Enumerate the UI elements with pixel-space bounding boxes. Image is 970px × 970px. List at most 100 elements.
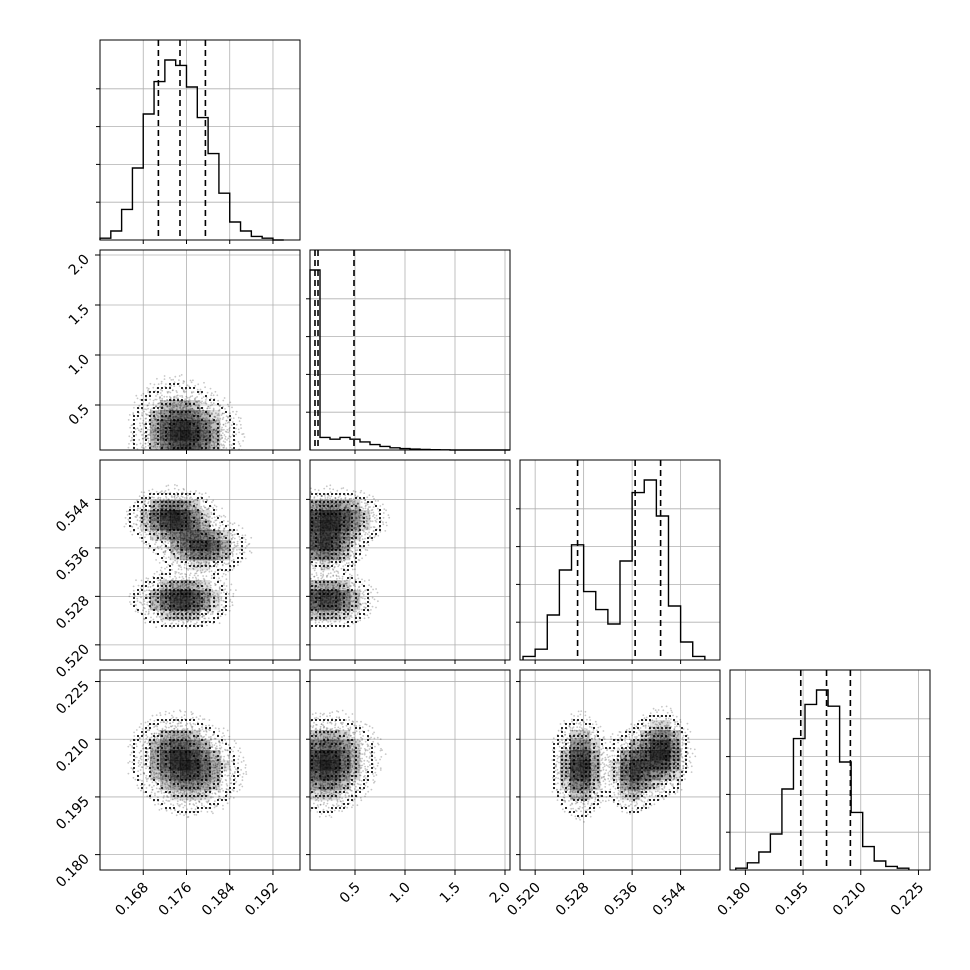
sample-point — [221, 412, 224, 415]
sample-point — [135, 433, 138, 436]
sample-point — [204, 386, 207, 389]
sample-point — [238, 535, 241, 538]
sample-point — [150, 418, 153, 420]
contour-segment — [193, 505, 195, 507]
sample-point — [178, 506, 181, 509]
contour-segment — [221, 521, 223, 523]
sample-point — [171, 542, 174, 544]
sample-point — [206, 407, 208, 410]
contour-segment — [221, 589, 223, 591]
contour-segment — [201, 407, 203, 409]
sample-point — [216, 556, 219, 559]
contour-segment — [157, 443, 159, 445]
sample-point — [168, 407, 171, 410]
sample-point — [196, 503, 199, 506]
sample-point — [154, 427, 156, 429]
contour-segment — [201, 565, 203, 567]
sample-point — [202, 536, 205, 539]
contour-segment — [165, 533, 167, 535]
sample-point — [167, 488, 170, 491]
contour-segment — [149, 621, 151, 623]
sample-point — [164, 605, 167, 608]
sample-point — [159, 499, 162, 502]
density-cell — [180, 580, 191, 591]
contour-segment — [185, 589, 187, 591]
sample-point — [145, 543, 148, 546]
contour-segment — [181, 613, 183, 615]
sample-point — [171, 610, 174, 613]
sample-point — [203, 420, 205, 423]
sample-point — [171, 408, 174, 411]
contour-segment — [157, 553, 159, 555]
sample-point — [144, 437, 147, 439]
density-cell — [200, 440, 211, 450]
sample-point — [152, 584, 154, 587]
sample-point — [202, 517, 205, 520]
sample-point — [161, 600, 164, 603]
sample-point — [212, 436, 214, 439]
sample-point — [154, 398, 157, 401]
sample-point — [190, 520, 193, 523]
sample-point — [133, 401, 136, 404]
sample-point — [160, 618, 163, 621]
sample-point — [206, 535, 209, 538]
sample-point — [182, 618, 185, 621]
sample-point — [171, 389, 174, 392]
sample-point — [168, 408, 171, 411]
sample-point — [134, 501, 137, 504]
sample-point — [206, 413, 209, 416]
sample-point — [162, 583, 165, 586]
sample-point — [216, 414, 219, 417]
sample-point — [160, 411, 162, 413]
sample-point — [193, 560, 196, 563]
sample-point — [183, 389, 185, 392]
sample-point — [197, 582, 200, 584]
sample-point — [201, 591, 204, 594]
sample-point — [165, 443, 168, 445]
sample-point — [157, 428, 159, 431]
sample-point — [175, 577, 178, 579]
sample-point — [203, 607, 206, 609]
sample-point — [145, 511, 148, 514]
sample-point — [143, 617, 145, 620]
sample-point — [176, 405, 179, 408]
contour-segment — [213, 557, 215, 559]
contour-segment — [153, 533, 155, 535]
sample-point — [162, 537, 165, 539]
contour-segment — [149, 533, 151, 535]
sample-point — [198, 492, 201, 494]
sample-point — [243, 436, 246, 438]
contour-segment — [181, 529, 183, 531]
contour-segment — [165, 545, 167, 547]
sample-point — [166, 409, 168, 412]
sample-point — [141, 412, 144, 414]
contour-segment — [197, 609, 199, 611]
sample-point — [211, 430, 214, 433]
sample-point — [230, 559, 233, 562]
sample-point — [140, 434, 143, 436]
sample-point — [312, 612, 314, 614]
sample-point — [210, 534, 212, 537]
sample-point — [163, 441, 166, 444]
sample-point — [161, 614, 164, 617]
sample-point — [185, 573, 188, 576]
sample-point — [214, 582, 216, 585]
sample-point — [200, 561, 203, 564]
contour-segment — [209, 415, 211, 417]
sample-point — [219, 532, 221, 535]
density-cell — [180, 610, 191, 621]
sample-point — [145, 589, 148, 592]
sample-point — [173, 541, 175, 543]
sample-point — [164, 400, 166, 402]
sample-point — [142, 419, 145, 422]
contour-segment — [145, 597, 147, 599]
sample-point — [173, 611, 176, 613]
contour-segment — [161, 407, 163, 409]
sample-point — [186, 497, 188, 499]
sample-point — [170, 623, 172, 625]
sample-point — [230, 424, 233, 426]
sample-point — [165, 613, 168, 616]
sample-point — [146, 528, 149, 531]
sample-point — [223, 546, 226, 548]
sample-point — [212, 421, 215, 424]
